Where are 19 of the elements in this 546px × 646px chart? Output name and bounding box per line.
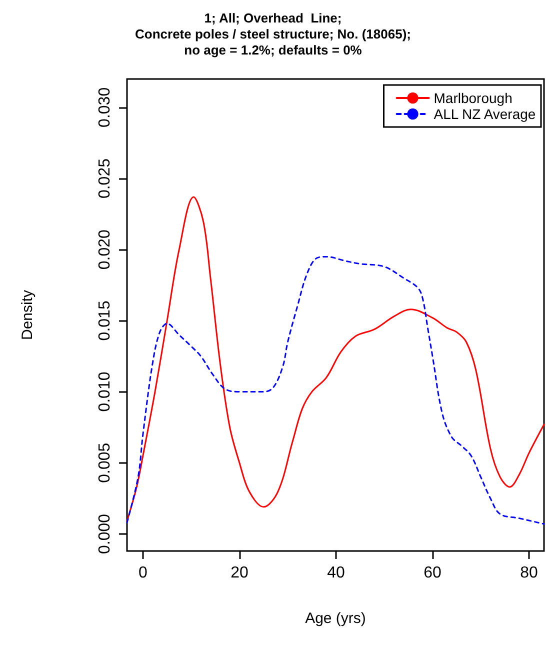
x-tick-label: 80 (520, 564, 538, 582)
line-series (126, 256, 545, 525)
y-tick-label: 0.030 (96, 87, 114, 128)
x-tick-label: 60 (424, 564, 442, 582)
y-tick-label: 0.020 (96, 229, 114, 270)
y-tick-label: 0.010 (96, 372, 114, 412)
line-series (126, 196, 545, 522)
legend-label: Marlborough (434, 90, 512, 106)
chart-title: 1; All; Overhead Line; Concrete poles / steel structure; No. (18065); no age = 1.2%; defaults = 0% (135, 10, 411, 58)
y-tick-label: 0.005 (96, 442, 114, 483)
x-tick-label: 0 (138, 564, 148, 582)
y-tick-label: 0.025 (96, 158, 114, 199)
x-tick-label: 20 (230, 564, 248, 582)
legend-label: ALL NZ Average (434, 106, 536, 122)
y-tick-label: 0.000 (96, 514, 114, 554)
x-axis-title: Age (yrs) (305, 610, 366, 627)
y-axis-title: Density (19, 290, 36, 340)
x-tick-label: 40 (327, 564, 345, 582)
y-tick-label: 0.015 (96, 300, 114, 341)
